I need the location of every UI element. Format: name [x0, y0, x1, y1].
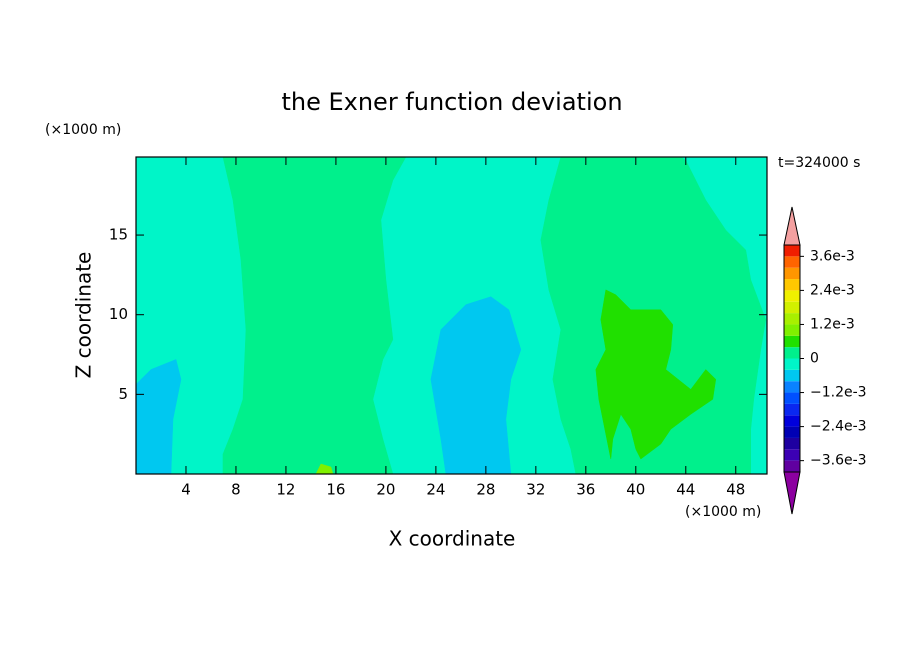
colorbar-bin	[784, 392, 800, 404]
colorbar-bin	[784, 347, 800, 359]
contour-region	[136, 359, 182, 474]
y-tick-label: 15	[109, 226, 128, 244]
x-tick-label: 12	[276, 481, 295, 499]
colorbar-over	[783, 206, 801, 246]
y-tick-label: 10	[109, 305, 128, 323]
colorbar-bin	[784, 267, 800, 280]
x-tick-label: 28	[476, 481, 495, 499]
colorbar-under	[783, 471, 801, 515]
x-tick-label: 16	[326, 481, 345, 499]
colorbar-bin	[784, 313, 800, 325]
time-annotation: t=324000 s	[778, 155, 860, 171]
x-axis-label: X coordinate	[389, 527, 516, 551]
colorbar-tick-label: −1.2e-3	[810, 385, 867, 401]
colorbar-bin	[784, 460, 800, 472]
x-tick-label: 44	[676, 481, 695, 499]
colorbar-bin	[784, 256, 800, 268]
colorbar-bin	[784, 324, 800, 336]
colorbar-bin	[784, 290, 800, 302]
y-unit: (×1000 m)	[45, 122, 121, 138]
colorbar-bin	[784, 279, 800, 291]
colorbar-tick-label: −3.6e-3	[810, 453, 867, 469]
colorbar-bin	[784, 369, 800, 382]
colorbar-tick-label: −2.4e-3	[810, 419, 867, 435]
chart-title: the Exner function deviation	[281, 88, 622, 116]
colorbar-bin	[784, 301, 800, 314]
x-tick-label: 40	[626, 481, 645, 499]
y-tick-label: 5	[118, 385, 128, 403]
contour-region	[222, 157, 407, 474]
colorbar-bin	[784, 245, 800, 257]
colorbar-bin	[784, 335, 800, 348]
plot-frame	[135, 156, 768, 475]
x-tick-label: 4	[181, 481, 191, 499]
colorbar-bin	[784, 403, 800, 416]
x-tick-label: 32	[526, 481, 545, 499]
x-unit: (×1000 m)	[685, 504, 761, 520]
colorbar-tick-label: 2.4e-3	[810, 282, 855, 298]
contour-region	[430, 296, 522, 474]
y-axis-label: Z coordinate	[72, 252, 96, 379]
x-tick-label: 20	[376, 481, 395, 499]
colorbar-tick-label: 1.2e-3	[810, 316, 855, 332]
colorbar-bin	[784, 415, 800, 427]
colorbar-tick-label: 3.6e-3	[810, 248, 855, 264]
colorbar-bin	[784, 426, 800, 438]
colorbar-tick-label: 0	[810, 351, 819, 367]
contour-region	[315, 463, 334, 474]
colorbar-bin	[784, 449, 800, 461]
contour-field	[136, 157, 767, 474]
x-tick-label: 8	[231, 481, 241, 499]
colorbar-bin	[784, 358, 800, 370]
x-tick-label: 36	[576, 481, 595, 499]
x-tick-label: 24	[426, 481, 445, 499]
colorbar-bin	[784, 381, 800, 393]
colorbar-bin	[784, 437, 800, 450]
contour-region	[595, 289, 717, 460]
x-tick-label: 48	[726, 481, 745, 499]
